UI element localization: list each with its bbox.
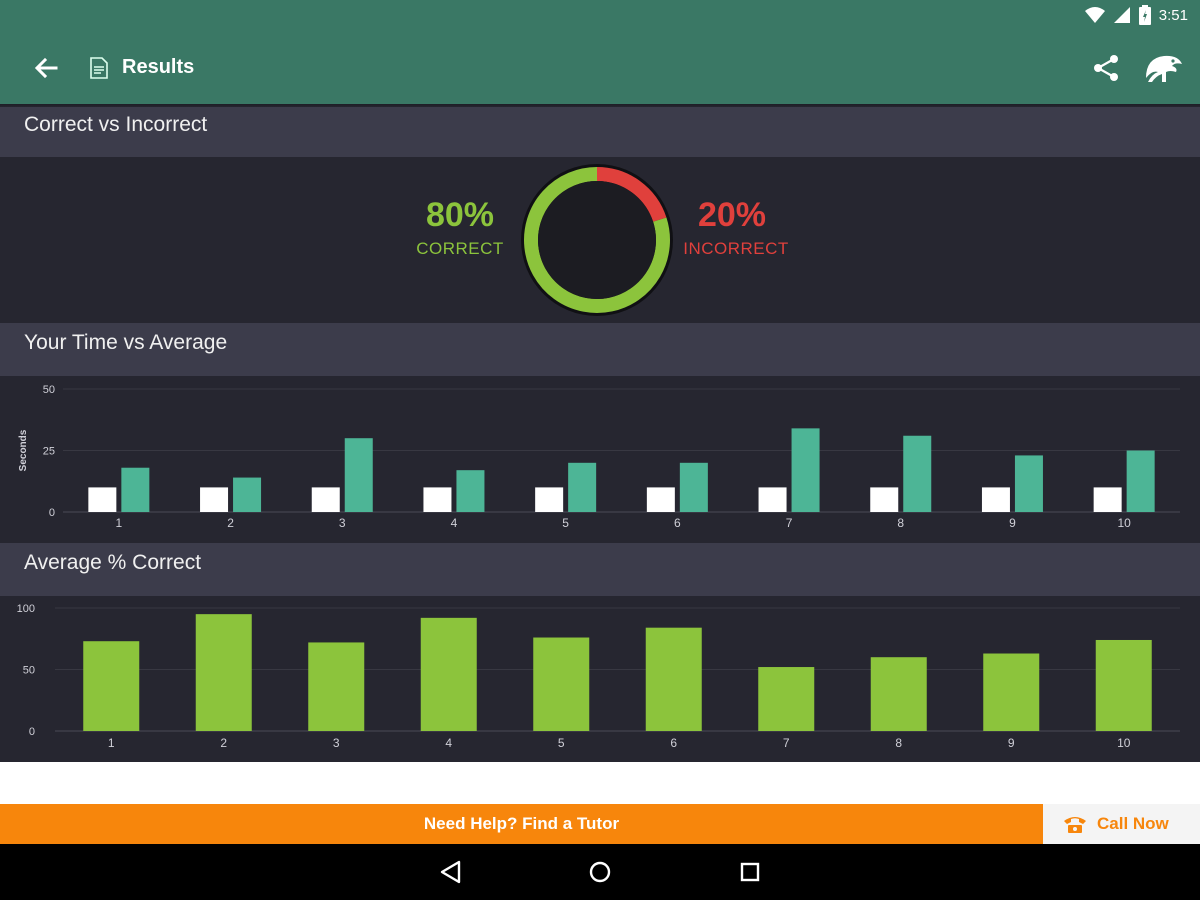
- incorrect-label: INCORRECT: [683, 239, 789, 258]
- section-header-average: Average % Correct: [0, 543, 1200, 596]
- call-now-button[interactable]: Call Now: [1043, 804, 1200, 844]
- bar-average-time: [791, 428, 820, 512]
- battery-icon: [1138, 5, 1151, 25]
- y-tick-label: 0: [49, 507, 55, 519]
- x-tick-label: 3: [339, 516, 346, 530]
- call-now-label[interactable]: Call Now: [1097, 814, 1169, 833]
- bar-your-time: [200, 487, 229, 512]
- x-tick-label: 1: [116, 516, 123, 530]
- x-tick-label: 7: [783, 736, 790, 750]
- x-tick-label: 8: [897, 516, 904, 530]
- section-title-time: Your Time vs Average: [24, 331, 228, 354]
- bar-average-time: [679, 462, 708, 512]
- bar-average-correct: [1095, 639, 1152, 731]
- document-icon: [90, 57, 108, 79]
- bar-your-time: [870, 487, 899, 512]
- phone-icon: [1064, 817, 1086, 833]
- bar-average-correct: [870, 657, 927, 731]
- help-text[interactable]: Need Help? Find a Tutor: [423, 814, 620, 833]
- x-tick-label: 9: [1008, 736, 1015, 750]
- bar-average-time: [568, 462, 597, 512]
- x-tick-label: 1: [108, 736, 115, 750]
- average-chart: 0 50 100 1 2 3 4 5 6 7 8 9 10: [17, 603, 1180, 750]
- section-title-correct: Correct vs Incorrect: [24, 113, 208, 136]
- share-icon[interactable]: [1090, 52, 1122, 84]
- correct-label: CORRECT: [416, 239, 504, 258]
- status-bar: 3:51: [0, 0, 1200, 32]
- bar-average-time: [121, 467, 150, 512]
- y-tick-label: 50: [23, 665, 35, 677]
- x-tick-label: 2: [220, 736, 227, 750]
- white-strip: [0, 762, 1200, 804]
- section-title-average: Average % Correct: [24, 551, 202, 574]
- bar-your-time: [981, 487, 1010, 512]
- back-triangle-icon[interactable]: [437, 858, 465, 886]
- x-tick-label: 9: [1009, 516, 1016, 530]
- bar-your-time: [1093, 487, 1122, 512]
- donut-slice-incorrect: [596, 167, 667, 223]
- bar-average-correct: [758, 667, 815, 731]
- home-circle-icon[interactable]: [586, 858, 614, 886]
- donut-hole: [538, 181, 656, 299]
- chameleon-logo-icon[interactable]: [1142, 50, 1184, 86]
- section-header-time: Your Time vs Average: [0, 323, 1200, 376]
- bar-average-time: [233, 477, 262, 512]
- y-tick-label: 50: [43, 384, 55, 396]
- bar-average-time: [1126, 450, 1155, 512]
- x-tick-label: 6: [670, 736, 677, 750]
- donut-chart: [521, 164, 673, 316]
- x-tick-label: 4: [451, 516, 458, 530]
- y-tick-label: 100: [17, 603, 35, 615]
- x-tick-label: 7: [786, 516, 793, 530]
- bar-your-time: [88, 487, 117, 512]
- bar-average-correct: [83, 641, 140, 731]
- x-tick-label: 4: [445, 736, 452, 750]
- x-tick-label: 6: [674, 516, 681, 530]
- bar-your-time: [535, 487, 564, 512]
- app-bar-shadow: [0, 104, 1200, 107]
- bar-your-time: [646, 487, 675, 512]
- incorrect-percentage: 20%: [697, 196, 767, 234]
- page-title: Results: [122, 56, 195, 78]
- back-arrow-icon[interactable]: [30, 52, 62, 84]
- bar-average-time: [344, 438, 373, 512]
- x-tick-label: 8: [895, 736, 902, 750]
- x-tick-label: 10: [1117, 736, 1131, 750]
- status-time: 3:51: [1158, 6, 1188, 24]
- bar-average-correct: [420, 617, 477, 731]
- bar-your-time: [758, 487, 787, 512]
- x-tick-label: 2: [227, 516, 234, 530]
- bar-average-time: [1014, 455, 1043, 512]
- app-bar: Results: [0, 32, 1200, 104]
- recents-square-icon[interactable]: [736, 858, 764, 886]
- correct-percentage: 80%: [425, 196, 495, 234]
- donut-slice-correct: [524, 167, 670, 313]
- cellular-icon: [1113, 7, 1130, 23]
- x-tick-label: 5: [562, 516, 569, 530]
- y-tick-label: 25: [43, 446, 55, 458]
- wifi-icon: [1084, 7, 1105, 23]
- y-tick-label: 0: [29, 726, 35, 738]
- navigation-bar: [0, 844, 1200, 900]
- bar-average-time: [903, 435, 932, 512]
- x-tick-label: 10: [1117, 516, 1131, 530]
- x-tick-label: 5: [558, 736, 565, 750]
- bar-average-time: [456, 470, 485, 512]
- time-chart: 0 25 50 Seconds 1 2 3 4 5 6 7 8 9 10: [18, 384, 1180, 530]
- bar-average-correct: [195, 614, 252, 731]
- y-axis-label: Seconds: [18, 429, 29, 471]
- x-tick-label: 3: [333, 736, 340, 750]
- bar-average-correct: [983, 653, 1040, 731]
- bar-average-correct: [308, 642, 365, 731]
- help-banner[interactable]: Need Help? Find a Tutor: [0, 804, 1043, 844]
- bar-your-time: [311, 487, 340, 512]
- section-header-correct: Correct vs Incorrect: [0, 107, 1200, 157]
- bar-average-correct: [533, 637, 590, 731]
- bar-your-time: [423, 487, 452, 512]
- bar-average-correct: [645, 627, 702, 731]
